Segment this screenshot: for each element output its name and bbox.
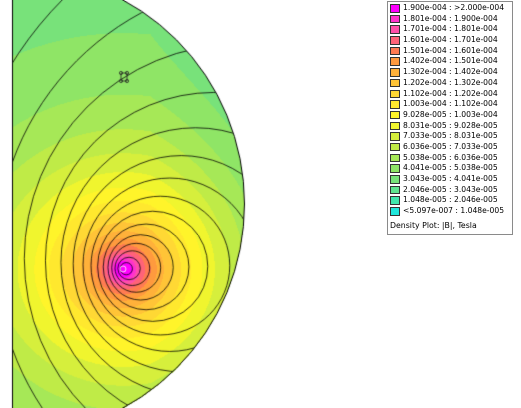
legend-swatch [390,89,400,98]
legend-swatch [390,57,400,66]
legend-label: 8.031e-005 : 9.028e-005 [403,120,498,130]
legend-swatch [390,78,400,88]
legend-entry: 7.033e-005 : 8.031e-005 [388,131,512,142]
legend-entry: 5.038e-005 : 6.036e-005 [388,153,512,164]
legend-swatch [390,196,400,205]
legend-entry: 3.043e-005 : 4.041e-005 [388,174,512,185]
legend: 1.900e-004 : >2.000e-004 1.801e-004 : 1.9… [387,1,513,235]
legend-entry: 1.003e-004 : 1.102e-004 [388,99,512,110]
legend-rows: 1.900e-004 : >2.000e-004 1.801e-004 : 1.9… [388,3,512,217]
legend-entry: 6.036e-005 : 7.033e-005 [388,142,512,153]
legend-swatch [390,132,400,141]
legend-entry: 1.501e-004 : 1.601e-004 [388,46,512,57]
legend-swatch [390,153,400,163]
legend-label: 4.041e-005 : 5.038e-005 [403,163,498,173]
legend-label: 9.028e-005 : 1.003e-004 [403,109,498,119]
legend-label: 1.501e-004 : 1.601e-004 [403,45,498,55]
legend-swatch [390,25,400,34]
legend-label: 5.038e-005 : 6.036e-005 [403,152,498,162]
legend-label: 1.048e-005 : 2.046e-005 [403,195,498,205]
legend-swatch [390,46,400,56]
legend-entry: 1.402e-004 : 1.501e-004 [388,56,512,67]
legend-label: 1.202e-004 : 1.302e-004 [403,77,498,87]
legend-swatch [390,164,400,173]
legend-entry: 4.041e-005 : 5.038e-005 [388,163,512,174]
legend-label: 7.033e-005 : 8.031e-005 [403,131,498,141]
legend-label: 6.036e-005 : 7.033e-005 [403,141,498,151]
legend-swatch [390,175,400,184]
legend-label: 1.102e-004 : 1.202e-004 [403,88,498,98]
legend-swatch [390,207,400,216]
legend-swatch [390,121,400,131]
legend-label: 1.402e-004 : 1.501e-004 [403,56,498,66]
legend-swatch [390,185,400,195]
legend-swatch [390,36,400,45]
legend-entry: 8.031e-005 : 9.028e-005 [388,121,512,132]
legend-label: 1.801e-004 : 1.900e-004 [403,13,498,23]
legend-label: 2.046e-005 : 3.043e-005 [403,184,498,194]
legend-label: 1.701e-004 : 1.801e-004 [403,24,498,34]
legend-title: Density Plot: |B|, Tesla [390,220,477,230]
legend-swatch [390,4,400,13]
legend-entry: <5.097e-007 : 1.048e-005 [388,206,512,217]
legend-entry: 9.028e-005 : 1.003e-004 [388,110,512,121]
legend-entry: 1.102e-004 : 1.202e-004 [388,89,512,100]
legend-swatch [390,100,400,109]
legend-entry: 2.046e-005 : 3.043e-005 [388,185,512,196]
legend-entry: 1.801e-004 : 1.900e-004 [388,14,512,25]
legend-label: 3.043e-005 : 4.041e-005 [403,174,498,183]
legend-entry: 1.302e-004 : 1.402e-004 [388,67,512,78]
legend-label: 1.601e-004 : 1.701e-004 [403,35,498,45]
legend-label: 1.900e-004 : >2.000e-004 [403,3,505,12]
legend-swatch [390,142,400,152]
legend-entry: 1.048e-005 : 2.046e-005 [388,195,512,206]
legend-swatch [390,110,400,120]
legend-swatch [390,14,400,24]
legend-entry: 1.202e-004 : 1.302e-004 [388,78,512,89]
legend-label: 1.302e-004 : 1.402e-004 [403,67,498,77]
legend-entry: 1.701e-004 : 1.801e-004 [388,24,512,35]
legend-entry: 1.900e-004 : >2.000e-004 [388,3,512,14]
legend-label: <5.097e-007 : 1.048e-005 [403,206,505,216]
legend-entry: 1.601e-004 : 1.701e-004 [388,35,512,46]
legend-swatch [390,68,400,77]
legend-label: 1.003e-004 : 1.102e-004 [403,99,498,109]
